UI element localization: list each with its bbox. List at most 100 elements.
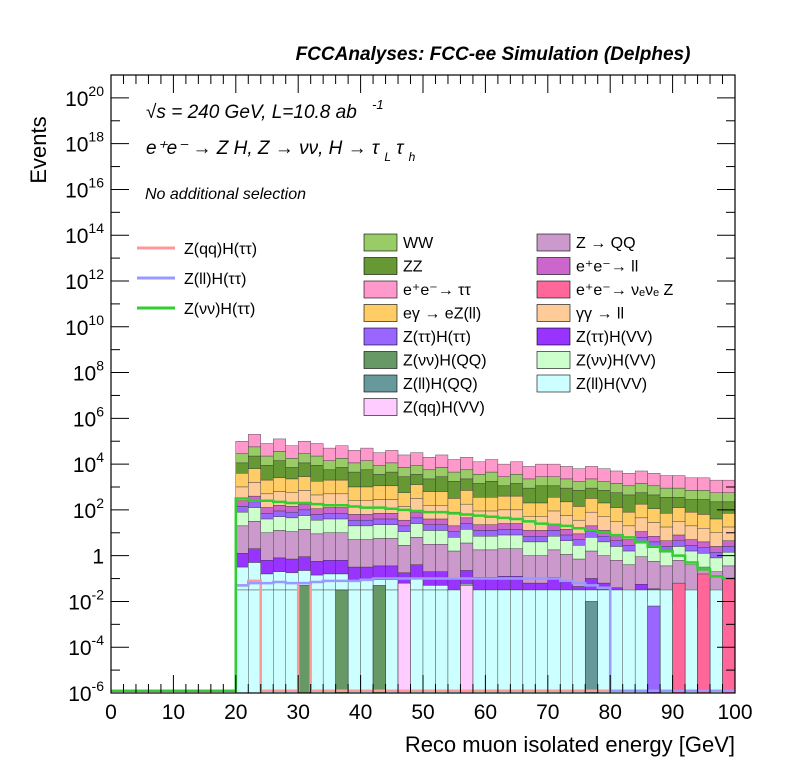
bar xyxy=(298,441,311,455)
bar xyxy=(322,560,336,575)
bar xyxy=(722,540,736,547)
bar xyxy=(697,573,711,694)
bar xyxy=(672,507,686,522)
bar xyxy=(510,509,524,524)
bar xyxy=(310,533,324,562)
legend-label: Z(νν)H(VV) xyxy=(576,353,656,370)
bar xyxy=(572,545,586,560)
y-tick-label: 106 xyxy=(73,403,104,431)
legend-label: Z(ll)H(QQ) xyxy=(403,376,478,393)
bar xyxy=(547,589,561,694)
bar xyxy=(510,523,524,530)
bar xyxy=(310,589,324,694)
bar xyxy=(560,589,573,694)
bar xyxy=(397,525,411,532)
bar xyxy=(385,589,399,694)
x-tick-label: 90 xyxy=(661,701,684,724)
bar xyxy=(422,491,436,506)
bar xyxy=(597,589,611,694)
bar xyxy=(722,526,736,541)
bar xyxy=(659,589,673,694)
bar xyxy=(510,589,524,694)
bar xyxy=(310,494,324,509)
bar xyxy=(684,490,698,500)
bar xyxy=(235,441,249,455)
bar xyxy=(510,474,524,484)
bar xyxy=(447,498,461,513)
bar xyxy=(485,471,499,482)
bar xyxy=(435,585,449,591)
bar xyxy=(472,530,486,537)
bar xyxy=(522,516,536,531)
legend-swatch xyxy=(536,304,571,322)
bar xyxy=(360,580,374,591)
energy-annotation-text: √s = 240 GeV, L=10.8 ab xyxy=(146,102,357,123)
bar xyxy=(597,481,611,491)
bar xyxy=(235,462,249,474)
legend-label: Z(qq)H(VV) xyxy=(403,400,485,417)
bar xyxy=(485,549,499,578)
bar xyxy=(298,509,311,516)
bar xyxy=(248,446,261,457)
legend-label: e⁺e⁻→ ττ xyxy=(403,282,471,299)
x-tick-label: 0 xyxy=(105,701,117,724)
bar xyxy=(535,476,549,487)
bar xyxy=(634,556,648,585)
x-tick-label: 40 xyxy=(349,701,372,724)
bar xyxy=(322,507,336,514)
process-annotation: e⁺e⁻ → Z H, Z → νν, H → τ L τ h xyxy=(146,138,416,166)
legend-swatch xyxy=(363,304,398,322)
bar xyxy=(535,589,549,694)
bar xyxy=(647,473,661,487)
bar xyxy=(322,479,336,495)
bar xyxy=(298,529,311,558)
bar xyxy=(297,585,311,694)
bar xyxy=(235,506,249,513)
bar xyxy=(659,497,673,514)
energy-annotation: √s = 240 GeV, L=10.8 ab -1 xyxy=(146,97,384,123)
bar xyxy=(684,564,698,593)
legend-swatch xyxy=(536,233,571,252)
bar xyxy=(697,514,711,529)
bar xyxy=(485,530,499,537)
bar xyxy=(372,452,386,466)
bar xyxy=(347,566,361,582)
bar xyxy=(597,468,611,482)
bar xyxy=(410,589,424,694)
x-tick-label: 20 xyxy=(224,701,247,724)
bar xyxy=(585,478,598,489)
bar xyxy=(547,549,561,578)
bar xyxy=(248,482,261,497)
bar xyxy=(610,540,623,547)
bar xyxy=(572,481,586,491)
bar xyxy=(298,462,311,477)
bar xyxy=(672,521,686,536)
bar xyxy=(659,565,673,594)
energy-annotation-exp: -1 xyxy=(372,97,384,112)
legend-signal-label: Z(qq)H(ττ) xyxy=(184,241,257,258)
bar xyxy=(447,471,461,482)
signal-line-zvv xyxy=(111,497,735,692)
bar xyxy=(410,465,424,475)
bar xyxy=(472,589,486,694)
bar xyxy=(697,528,711,543)
bar xyxy=(597,502,611,517)
process-annotation-sub-h: h xyxy=(409,150,416,164)
bar xyxy=(335,560,349,575)
bar xyxy=(285,589,299,694)
bar xyxy=(522,536,536,543)
bar xyxy=(622,485,636,496)
bar xyxy=(709,479,723,493)
bar xyxy=(597,541,611,556)
bar xyxy=(460,585,474,694)
bar xyxy=(385,499,399,514)
bar xyxy=(647,605,661,694)
bar xyxy=(585,466,598,480)
bar xyxy=(298,476,311,491)
legend-signal-label: Z(ll)H(ττ) xyxy=(184,271,246,288)
bar xyxy=(485,524,499,531)
bar xyxy=(335,513,349,520)
bar xyxy=(322,513,336,520)
bar xyxy=(422,530,436,545)
bar xyxy=(248,548,261,563)
